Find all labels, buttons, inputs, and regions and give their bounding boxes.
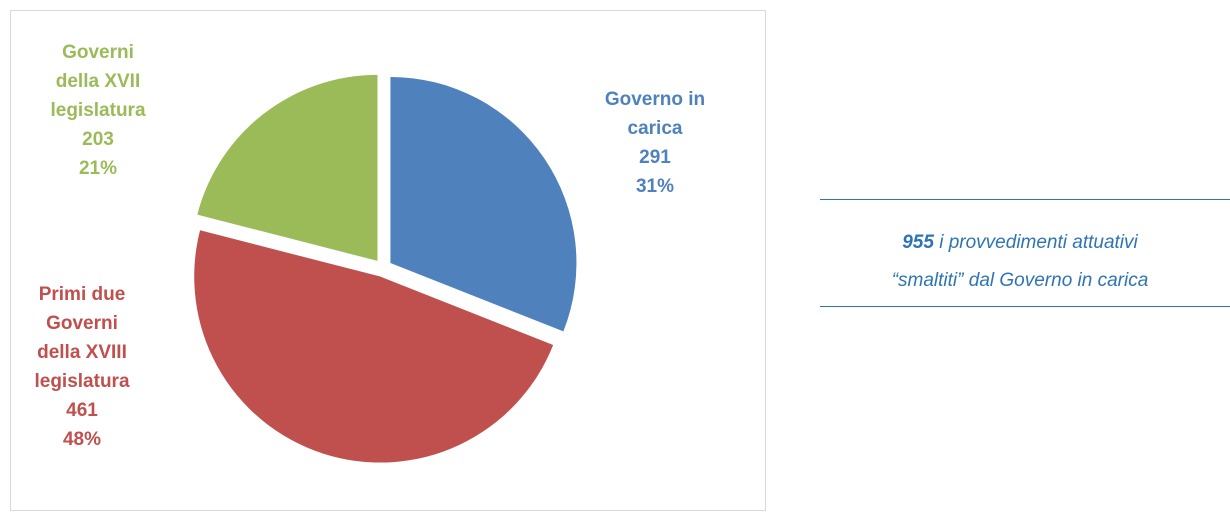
slice-label: Governi della XVII legislatura 203 21% <box>38 38 158 183</box>
value-label: 48% <box>62 429 102 450</box>
slice-label: Primi due Governi della XVIII legislatur… <box>22 280 142 454</box>
pie-slice <box>197 74 378 261</box>
annotation-number: 955 <box>902 232 934 253</box>
slice-label: Governo in carica 291 31% <box>595 85 715 201</box>
count-label: 461 <box>66 400 98 421</box>
annotation-line: 955 i provvedimenti attuativi <box>810 232 1230 254</box>
annotation-text: i provvedimenti attuativi <box>939 232 1138 253</box>
chart-frame <box>10 10 766 511</box>
rule-top <box>820 199 1230 200</box>
category-label: Primi due Governi della XVIII legislatur… <box>34 284 130 392</box>
count-label: 203 <box>82 129 114 150</box>
value-label: 31% <box>635 176 675 197</box>
rule-bottom <box>820 306 1230 307</box>
count-label: 291 <box>639 147 671 168</box>
annotation-line: “smaltiti” dal Governo in carica <box>891 270 1149 291</box>
value-label: 21% <box>78 158 118 179</box>
pie-slice <box>194 230 554 463</box>
category-label: Governi della XVII legislatura <box>50 42 146 121</box>
pie-slice <box>390 76 577 332</box>
category-label: Governo in carica <box>604 89 706 139</box>
